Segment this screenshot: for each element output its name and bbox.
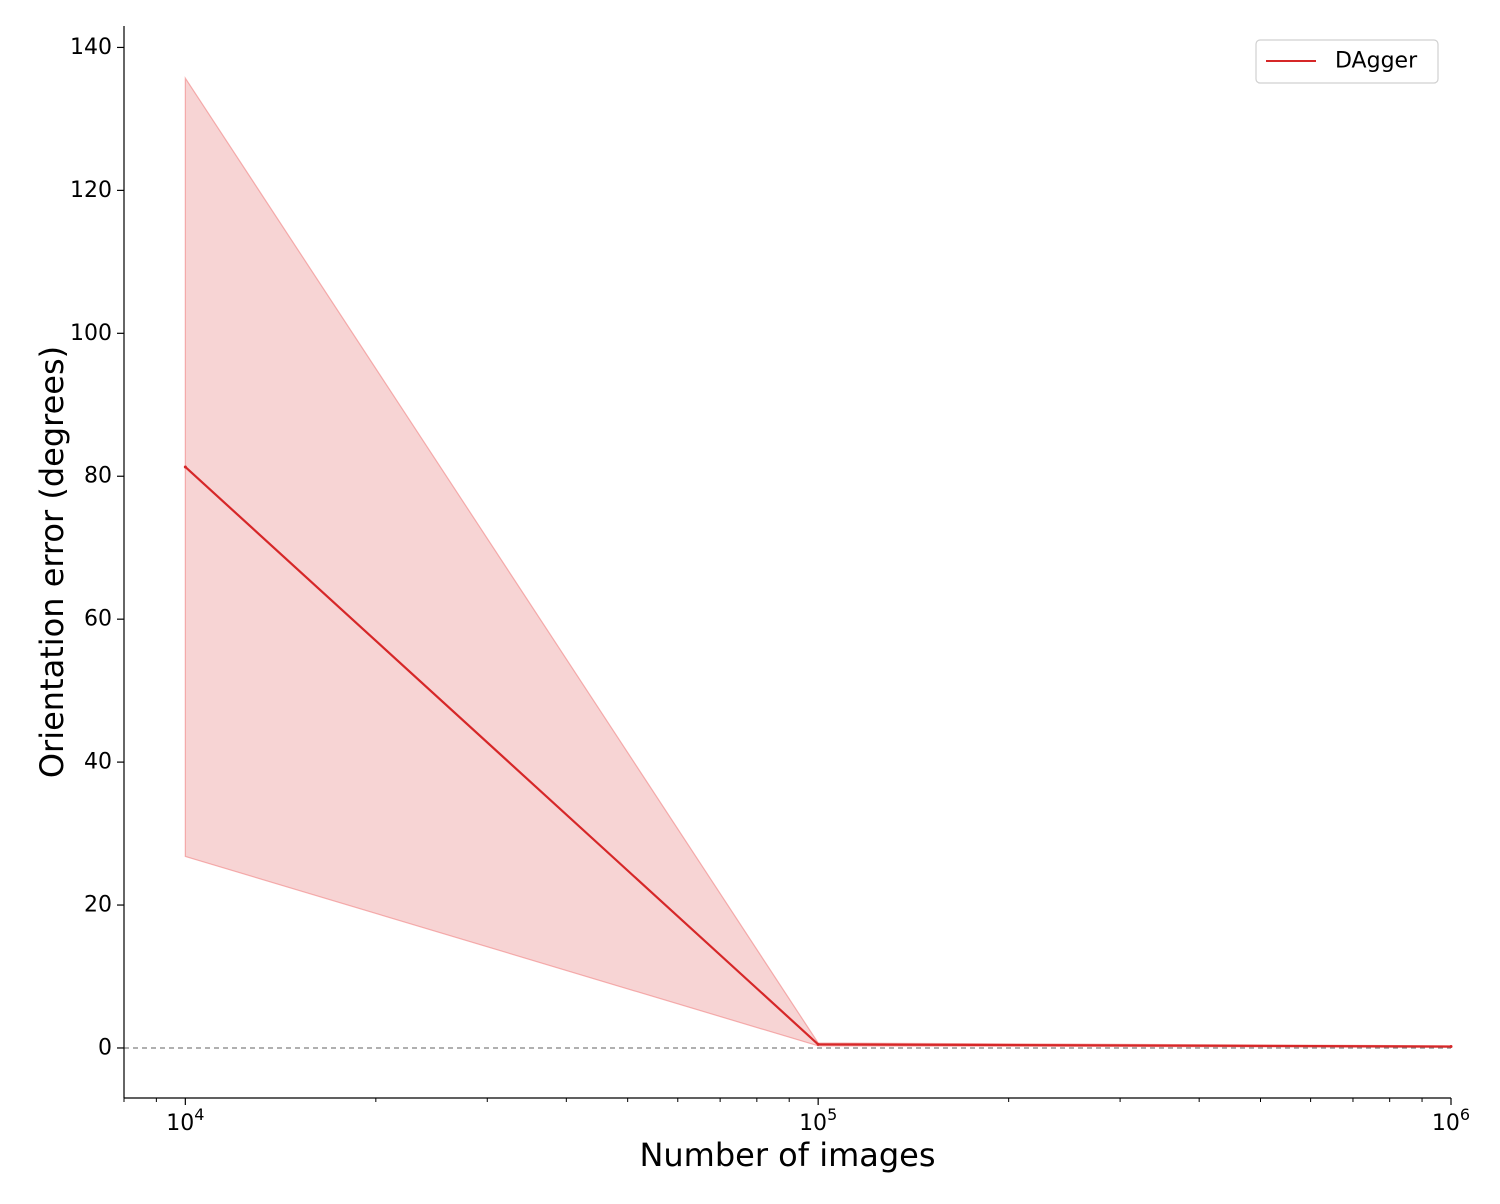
legend-box <box>1255 39 1439 84</box>
x-axis-title: Number of images <box>639 1136 935 1174</box>
y-tick-label: 40 <box>84 750 112 775</box>
y-tick-label: 0 <box>98 1035 112 1060</box>
y-tick-label: 100 <box>70 321 112 346</box>
series-line-layer <box>183 465 1453 1049</box>
y-tick-label: 20 <box>84 893 112 918</box>
y-axis-title: Orientation error (degrees) <box>33 346 71 778</box>
axes-layer <box>123 26 1451 1099</box>
x-tick-label: 104 <box>166 1105 204 1136</box>
legend: DAgger <box>1255 39 1439 84</box>
tick-layer: 0 20 40 60 80 100 120 140 104 105 106 <box>70 35 1470 1136</box>
data-point-dagger <box>183 465 187 469</box>
x-tick-label: 105 <box>799 1105 837 1136</box>
data-point-dagger <box>1449 1045 1453 1049</box>
data-point-dagger <box>816 1042 820 1046</box>
legend-label-dagger: DAgger <box>1335 49 1418 74</box>
y-tick-label: 80 <box>84 464 112 489</box>
confidence-band-layer <box>184 76 1452 1048</box>
y-tick-label: 120 <box>70 178 112 203</box>
confidence-band-dagger <box>184 76 1452 1048</box>
y-tick-label: 60 <box>84 607 112 632</box>
y-tick-label: 140 <box>70 35 112 60</box>
x-tick-label: 106 <box>1432 1105 1470 1136</box>
